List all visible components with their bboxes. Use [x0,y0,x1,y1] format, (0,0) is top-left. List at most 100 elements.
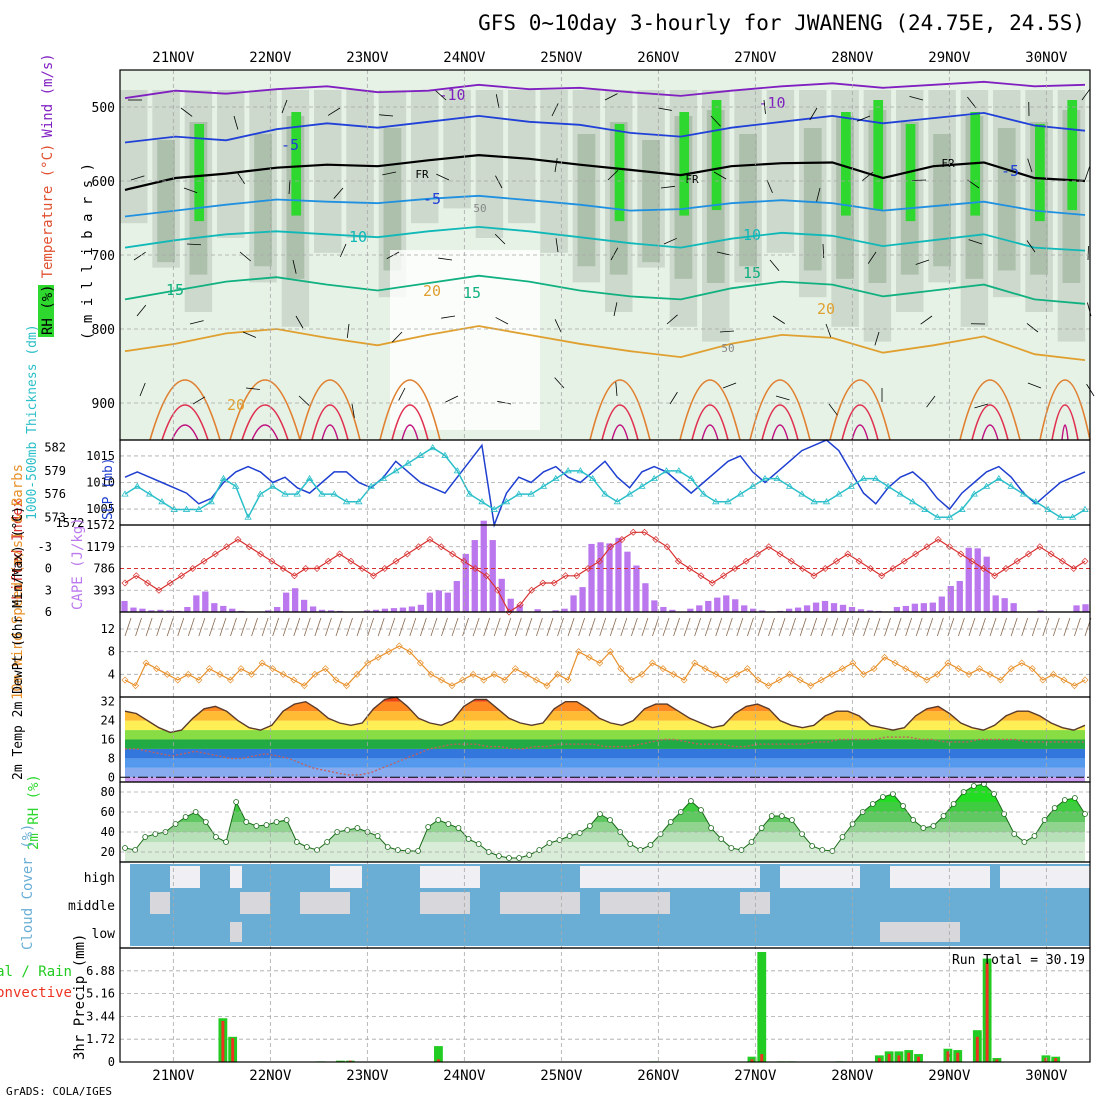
wind-barb [769,259,780,271]
li-point [561,572,569,580]
time-label-bottom: 21NOV [152,1068,195,1084]
wind-speed-point [1018,659,1026,667]
wind-speed-point [849,659,857,667]
rh-point [293,839,300,845]
wind-speed-point [659,665,667,673]
cape-bar [633,565,640,612]
temp-tick-label: 16 [101,733,115,747]
thickness-tick-label: 582 [44,441,66,455]
wind-barb [261,617,269,637]
rh-point [667,819,674,825]
wind-speed-point [522,670,530,678]
rh-point [698,807,704,813]
wind-speed-point [1070,682,1078,690]
wind-speed-point [712,670,720,678]
wind-barb [1000,617,1007,637]
isotherm-warm-arc [749,379,811,441]
rh-point [314,847,320,853]
cape-bar [812,602,820,612]
wind-speed-point [437,676,445,684]
li-point [279,565,287,572]
precip-conv-bar [985,962,989,1062]
li-point [844,550,852,558]
rh-point [122,845,128,851]
rh-green-column [873,100,884,211]
wind-speed-point [765,682,773,690]
thickness-point [367,482,375,489]
thickness-point [281,490,289,497]
wind-barb [436,173,450,181]
wind-barb [139,382,146,397]
wind-barb [725,617,733,637]
cape-tick-label: 393 [93,583,115,597]
thickness-point [133,482,142,489]
wind-speed-point [743,665,751,673]
cape-bar [570,595,577,612]
wind-barb [192,396,206,405]
wind-speed-point [216,670,224,678]
li-point [437,543,445,551]
cape-bar [750,608,757,612]
thickness-point [195,505,203,512]
li-point [245,543,253,551]
li-point [200,557,208,565]
wind-barb [1031,617,1039,637]
precip-conv-bar [750,1059,754,1062]
li-point [900,557,908,565]
li-point [629,528,637,536]
thickness-point [884,482,892,489]
isotherm-warm-arc [229,379,301,441]
cloud-level-label: low [92,927,116,942]
li-point [539,579,547,587]
precip-conv-bar [231,1038,235,1062]
rh-point [1041,817,1048,823]
wind-speed-point [174,676,182,684]
wind-barb [441,315,456,319]
thickness-point [564,467,572,474]
wind-barb [947,617,955,637]
rh-band [125,822,1085,832]
temp-band [125,720,1085,731]
wind-barb [536,617,543,637]
y-tick-label: 700 [92,249,115,264]
wind-barb [989,617,997,637]
rh-dark-column [933,134,951,267]
rh-point [152,831,159,837]
rh-point [789,817,795,823]
rh-point [748,839,755,845]
rh-green-column [679,112,690,216]
rh-point [799,831,805,837]
wind-speed-point [976,665,983,673]
rh-point [778,813,785,819]
rh-point [1011,831,1018,837]
time-label-bottom: 29NOV [928,1068,971,1084]
rh-point [455,825,462,831]
cloud-segment [170,866,200,888]
wind-barb [747,617,754,637]
thickness-point [158,498,166,505]
cape-tick-label: 1179 [86,540,115,554]
li-point [177,572,185,580]
thickness-point [219,474,228,482]
wind-barb [377,617,385,637]
li-point [144,579,152,587]
precip-conv-bar [907,1052,911,1062]
li-point [1036,543,1044,551]
rh-point [415,848,421,854]
li-point [482,572,490,580]
wind-barb [493,617,501,637]
rh-point [890,791,896,797]
wind-barb [615,382,618,397]
panel-frame [119,947,1091,1063]
rh-point [516,855,523,861]
thickness-point [724,498,732,505]
temp-tick-label: 0 [108,770,115,784]
wind-speed-point [881,653,889,661]
cape-bar [759,610,766,612]
wind-barb [1052,617,1060,637]
cloud-segment [420,866,480,888]
li-point [550,579,558,587]
wind-barb [409,617,417,637]
cape-bar [426,592,434,612]
